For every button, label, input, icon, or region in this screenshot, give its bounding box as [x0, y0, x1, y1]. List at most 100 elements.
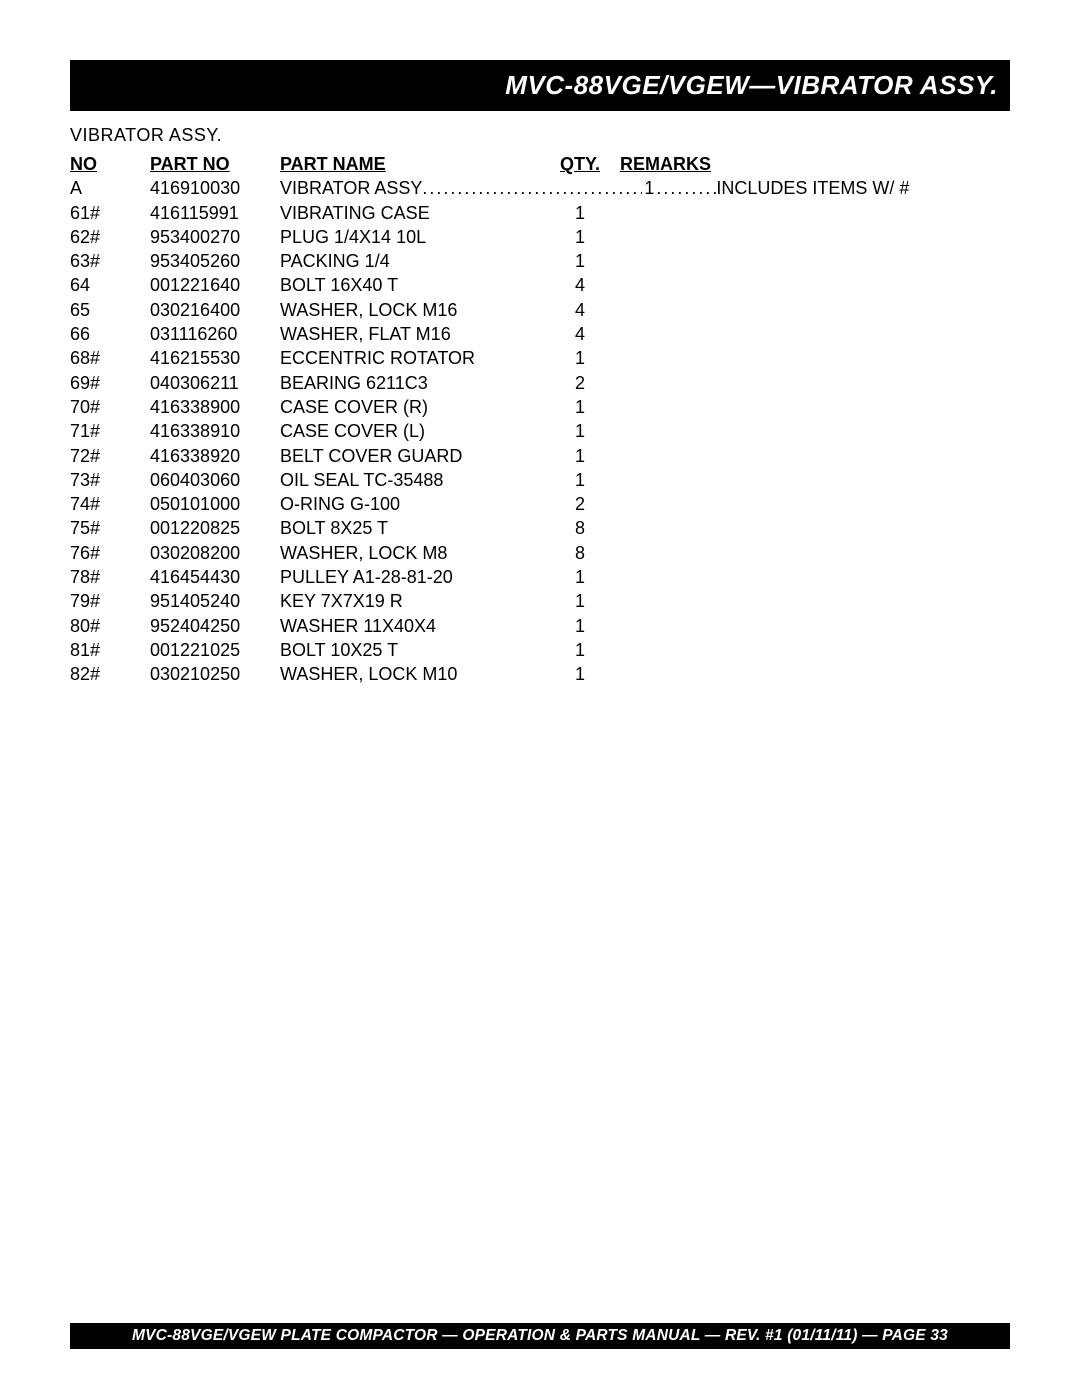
cell-remarks	[620, 346, 1010, 370]
cell-part-name: BELT COVER GUARD	[280, 444, 540, 468]
cell-part-name: VIBRATING CASE	[280, 201, 540, 225]
cell-part-no: 001221025	[150, 638, 280, 662]
cell-remarks	[620, 225, 1010, 249]
cell-part-name: BOLT 8X25 T	[280, 516, 540, 540]
cell-part-no: 953405260	[150, 249, 280, 273]
cell-qty: 1	[540, 444, 620, 468]
footer-bar: MVC-88VGE/VGEW PLATE COMPACTOR — OPERATI…	[70, 1323, 1010, 1349]
cell-remarks	[620, 444, 1010, 468]
table-row: 72#416338920BELT COVER GUARD1	[70, 444, 1010, 468]
cell-no: 69#	[70, 371, 150, 395]
cell-no: 61#	[70, 201, 150, 225]
table-row: 70#416338900CASE COVER (R)1	[70, 395, 1010, 419]
cell-remarks	[620, 492, 1010, 516]
cell-qty: 1	[540, 395, 620, 419]
cell-qty: 1	[540, 201, 620, 225]
cell-remarks	[620, 395, 1010, 419]
cell-part-name: O-RING G-100	[280, 492, 540, 516]
cell-no: 68#	[70, 346, 150, 370]
cell-part-no: 416910030	[150, 176, 280, 200]
cell-remarks	[620, 468, 1010, 492]
cell-part-name: BOLT 10X25 T	[280, 638, 540, 662]
cell-part-no: 416338910	[150, 419, 280, 443]
table-row: 71#416338910CASE COVER (L)1	[70, 419, 1010, 443]
cell-part-no: 001221640	[150, 273, 280, 297]
cell-no: 79#	[70, 589, 150, 613]
cell-qty: 2	[540, 371, 620, 395]
table-row: 76#030208200WASHER, LOCK M88	[70, 541, 1010, 565]
leader-dots: ...................................	[422, 176, 642, 200]
cell-part-name: PACKING 1/4	[280, 249, 540, 273]
cell-part-name: CASE COVER (R)	[280, 395, 540, 419]
cell-remarks	[620, 249, 1010, 273]
cell-part-no: 951405240	[150, 589, 280, 613]
cell-remarks: INCLUDES ITEMS W/ #	[716, 176, 909, 200]
cell-part-name: WASHER, LOCK M16	[280, 298, 540, 322]
cell-part-name: VIBRATOR ASSY	[280, 176, 422, 200]
cell-remarks	[620, 298, 1010, 322]
cell-no: 73#	[70, 468, 150, 492]
cell-qty: 1	[540, 249, 620, 273]
cell-part-name: WASHER, LOCK M10	[280, 662, 540, 686]
cell-part-no: 416338900	[150, 395, 280, 419]
table-row: 80#952404250WASHER 11X40X41	[70, 614, 1010, 638]
section-subtitle: VIBRATOR ASSY.	[70, 125, 1010, 146]
cell-part-no: 030208200	[150, 541, 280, 565]
cell-no: A	[70, 176, 150, 200]
cell-no: 62#	[70, 225, 150, 249]
cell-part-no: 001220825	[150, 516, 280, 540]
cell-no: 66	[70, 322, 150, 346]
table-row: 64001221640BOLT 16X40 T4	[70, 273, 1010, 297]
cell-no: 80#	[70, 614, 150, 638]
table-row: 63#953405260PACKING 1/41	[70, 249, 1010, 273]
header-remarks: REMARKS	[620, 152, 1010, 176]
cell-qty: 1	[540, 419, 620, 443]
cell-qty: 2	[540, 492, 620, 516]
cell-qty: 1	[540, 589, 620, 613]
cell-part-no: 030216400	[150, 298, 280, 322]
cell-qty: 1	[540, 638, 620, 662]
cell-remarks	[620, 565, 1010, 589]
header-qty: QTY.	[540, 152, 620, 176]
cell-part-no: 060403060	[150, 468, 280, 492]
cell-remarks	[620, 662, 1010, 686]
cell-no: 74#	[70, 492, 150, 516]
cell-qty: 1	[540, 565, 620, 589]
table-row: 66031116260WASHER, FLAT M164	[70, 322, 1010, 346]
cell-remarks	[620, 614, 1010, 638]
cell-part-no: 952404250	[150, 614, 280, 638]
cell-qty: 1	[540, 346, 620, 370]
cell-no: 63#	[70, 249, 150, 273]
cell-part-name: CASE COVER (L)	[280, 419, 540, 443]
cell-part-name: OIL SEAL TC-35488	[280, 468, 540, 492]
cell-part-no: 953400270	[150, 225, 280, 249]
cell-qty: 4	[540, 273, 620, 297]
cell-part-no: 030210250	[150, 662, 280, 686]
cell-part-no: 416115991	[150, 201, 280, 225]
table-row: 81#001221025BOLT 10X25 T1	[70, 638, 1010, 662]
cell-part-name: PULLEY A1-28-81-20	[280, 565, 540, 589]
leader-dots: ...........	[656, 176, 716, 200]
cell-no: 82#	[70, 662, 150, 686]
cell-no: 76#	[70, 541, 150, 565]
cell-qty: 4	[540, 322, 620, 346]
cell-remarks	[620, 638, 1010, 662]
cell-qty: 8	[540, 516, 620, 540]
cell-part-no: 416454430	[150, 565, 280, 589]
cell-rest: VIBRATOR ASSY ..........................…	[280, 176, 1010, 200]
cell-remarks	[620, 541, 1010, 565]
parts-table: NO PART NO PART NAME QTY. REMARKS A 4169…	[70, 152, 1010, 687]
table-row: 62#953400270PLUG 1/4X14 10L1	[70, 225, 1010, 249]
cell-no: 78#	[70, 565, 150, 589]
cell-part-name: BOLT 16X40 T	[280, 273, 540, 297]
cell-part-name: WASHER, LOCK M8	[280, 541, 540, 565]
table-row: 61#416115991VIBRATING CASE1	[70, 201, 1010, 225]
cell-qty: 1	[642, 176, 656, 200]
table-row-assembly: A 416910030 VIBRATOR ASSY ..............…	[70, 176, 1010, 200]
cell-part-name: BEARING 6211C3	[280, 371, 540, 395]
cell-remarks	[620, 273, 1010, 297]
header-part-name: PART NAME	[280, 152, 540, 176]
cell-no: 65	[70, 298, 150, 322]
cell-no: 71#	[70, 419, 150, 443]
header-part-no: PART NO	[150, 152, 280, 176]
